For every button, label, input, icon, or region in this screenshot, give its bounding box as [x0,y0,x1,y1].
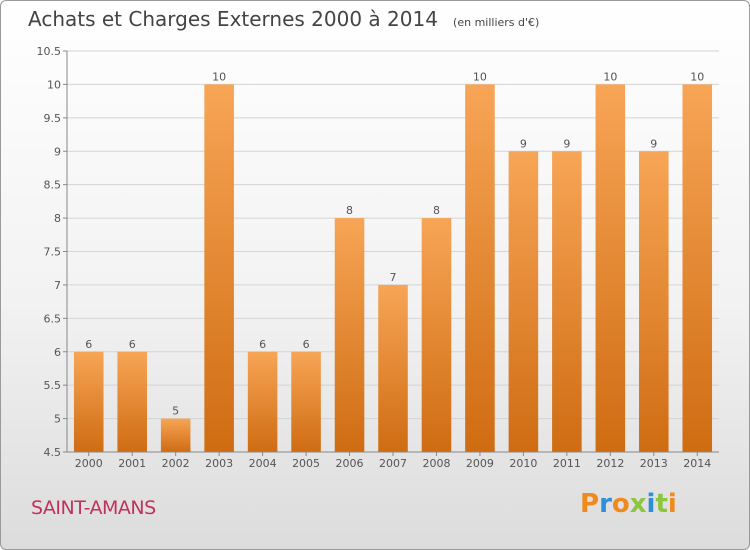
data-label: 7 [390,271,397,284]
data-label: 6 [129,338,136,351]
y-tick-label: 10 [47,78,61,91]
data-label: 10 [473,70,487,83]
y-tick-label: 9.5 [44,112,62,125]
bar-2002 [160,418,191,452]
bar-2010 [508,151,539,452]
data-label: 5 [172,405,179,418]
y-tick-label: 4.5 [44,446,62,459]
bar-2014 [682,84,713,453]
place-name: SAINT-AMANS [31,497,156,519]
x-tick-label: 2006 [336,457,364,470]
y-tick-label: 6.5 [44,312,62,325]
bar-2008 [421,218,452,452]
y-tick-label: 8 [54,212,61,225]
y-tick-label: 7 [54,279,61,292]
data-label: 6 [85,338,92,351]
bar-2003 [204,84,234,453]
y-tick-label: 8.5 [44,179,62,192]
logo-letter: i [646,489,656,519]
data-labels: 6 6 5 10 6 6 8 7 8 10 9 9 10 9 10 [85,70,704,417]
bar-2009 [465,84,495,453]
data-label: 10 [690,70,704,83]
bar-2012 [595,84,626,453]
chart-title: Achats et Charges Externes 2000 à 2014 [28,7,438,31]
bar-2006 [334,218,365,452]
x-tick-label: 2001 [118,457,146,470]
data-label: 9 [650,137,657,150]
logo-letter: r [599,489,612,519]
x-tick-label: 2014 [683,457,711,470]
chart-unit: (en milliers d'€) [453,16,540,29]
data-label: 8 [433,204,440,217]
bar-2000 [73,351,104,452]
bar-2013 [639,151,669,452]
x-tick-label: 2009 [466,457,494,470]
x-tick-label: 2004 [249,457,277,470]
data-label: 6 [303,338,310,351]
proxiti-logo[interactable]: Proxiti [580,489,677,519]
x-tick-label: 2000 [75,457,103,470]
data-label: 9 [563,137,570,150]
logo-letter: o [611,489,630,519]
x-tick-label: 2008 [422,457,450,470]
bar-2007 [378,284,408,452]
y-tick-label: 5 [54,413,61,426]
chart-header: Achats et Charges Externes 2000 à 2014 (… [28,7,539,31]
bars [73,84,713,453]
logo-letter: x [629,489,647,519]
data-label: 8 [346,204,353,217]
bar-2004 [247,351,278,452]
bar-2011 [552,151,582,452]
x-tick-label: 2011 [553,457,581,470]
data-label: 10 [603,70,617,83]
bar-2005 [291,351,321,452]
x-tick-label: 2005 [292,457,320,470]
y-tick-label: 10.5 [37,45,62,58]
bar-2001 [117,351,147,452]
data-label: 6 [259,338,266,351]
y-tick-label: 5.5 [44,379,62,392]
x-tick-label: 2007 [379,457,407,470]
y-tick-label: 6 [54,346,61,359]
logo-letter: P [580,489,600,519]
data-label: 9 [520,137,527,150]
logo-letter: i [667,489,677,519]
x-tick-label: 2003 [205,457,233,470]
x-tick-label: 2010 [509,457,537,470]
data-label: 10 [212,70,226,83]
x-tick-label: 2002 [162,457,190,470]
logo-letter: t [655,489,668,519]
y-tick-label: 9 [54,145,61,158]
y-tick-label: 7.5 [44,246,62,259]
x-tick-label: 2013 [640,457,668,470]
axes: 4.5 5 5.5 6 6.5 7 7.5 8 8.5 9 9.5 10 10.5 2000 2001 200… [37,45,719,470]
x-tick-label: 2012 [596,457,624,470]
